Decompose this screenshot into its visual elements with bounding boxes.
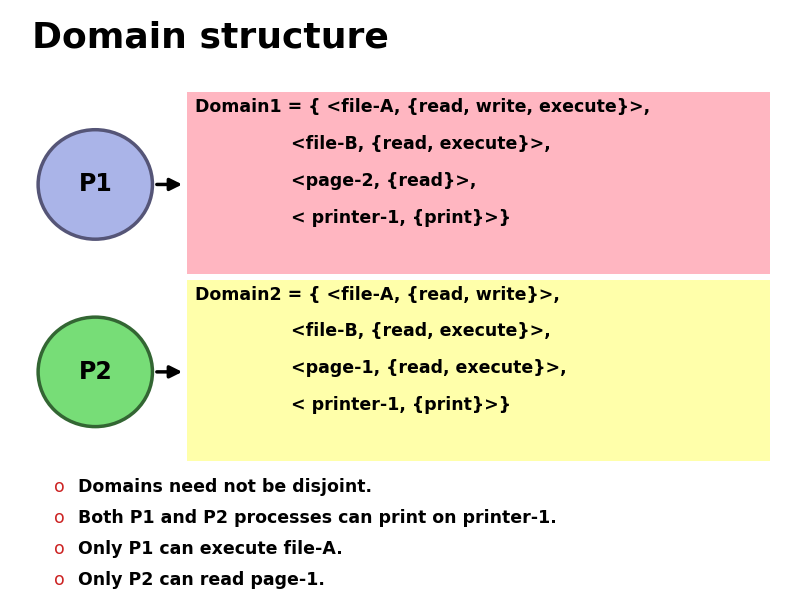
Text: P1: P1 xyxy=(79,173,112,196)
Text: o: o xyxy=(54,478,65,496)
Text: o: o xyxy=(54,509,65,527)
Text: <file-B, {read, execute}>,: <file-B, {read, execute}>, xyxy=(195,322,550,340)
Text: < printer-1, {print}>}: < printer-1, {print}>} xyxy=(195,209,511,227)
Text: P2: P2 xyxy=(79,360,112,384)
Text: Domains need not be disjoint.: Domains need not be disjoint. xyxy=(78,478,372,496)
Text: <page-2, {read}>,: <page-2, {read}>, xyxy=(195,172,476,190)
Ellipse shape xyxy=(38,317,152,427)
Text: o: o xyxy=(54,571,65,588)
Text: Domain1 = { <file-A, {read, write, execute}>,: Domain1 = { <file-A, {read, write, execu… xyxy=(195,98,649,116)
Text: Domain2 = { <file-A, {read, write}>,: Domain2 = { <file-A, {read, write}>, xyxy=(195,286,560,303)
Text: < printer-1, {print}>}: < printer-1, {print}>} xyxy=(195,396,511,414)
Text: o: o xyxy=(54,540,65,558)
Text: <file-B, {read, execute}>,: <file-B, {read, execute}>, xyxy=(195,135,550,153)
Text: Only P1 can execute file-A.: Only P1 can execute file-A. xyxy=(78,540,342,558)
FancyBboxPatch shape xyxy=(187,280,770,461)
FancyBboxPatch shape xyxy=(187,92,770,274)
Text: Domain structure: Domain structure xyxy=(32,21,388,55)
Text: Both P1 and P2 processes can print on printer-1.: Both P1 and P2 processes can print on pr… xyxy=(78,509,557,527)
Text: <page-1, {read, execute}>,: <page-1, {read, execute}>, xyxy=(195,359,566,377)
Text: Only P2 can read page-1.: Only P2 can read page-1. xyxy=(78,571,325,588)
Ellipse shape xyxy=(38,130,152,239)
